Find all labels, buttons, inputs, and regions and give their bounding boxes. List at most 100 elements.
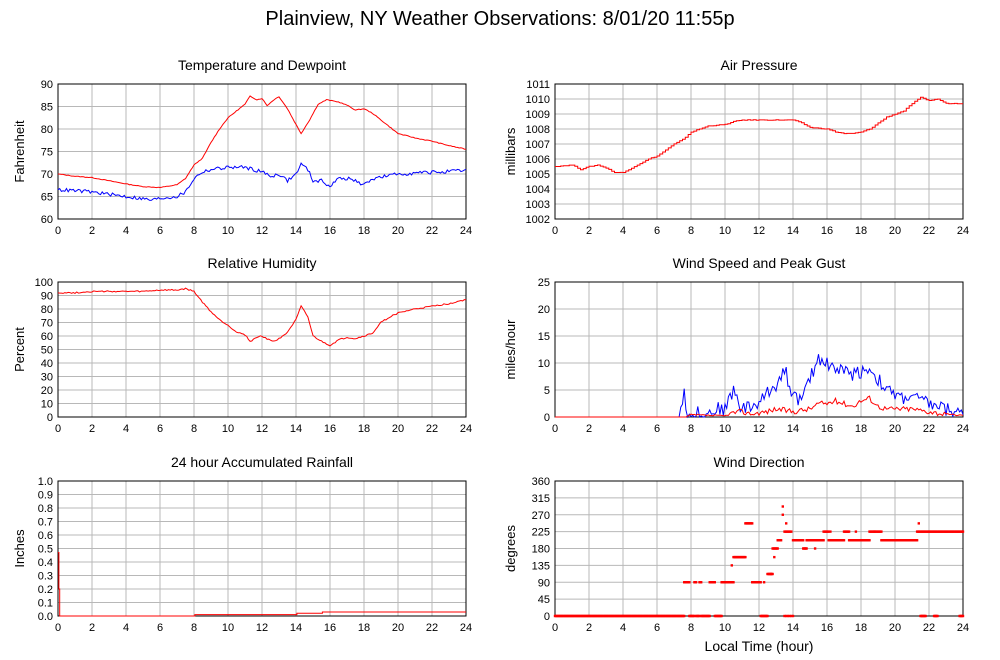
y-tick-label: 0.0 — [38, 611, 53, 623]
x-tick-label: 22 — [426, 225, 438, 237]
x-tick-label: 2 — [586, 225, 592, 237]
direction-point — [788, 614, 791, 618]
y-tick-label: 0.1 — [38, 598, 53, 610]
y-tick-label: 0 — [47, 412, 53, 424]
x-tick-label: 24 — [957, 622, 969, 634]
direction-point — [781, 513, 784, 516]
direction-point — [785, 614, 788, 618]
x-tick-label: 14 — [290, 622, 302, 634]
direction-point — [813, 547, 817, 550]
direction-point — [790, 530, 793, 533]
y-tick-label: 1011 — [526, 79, 550, 91]
x-tick-label: 4 — [620, 423, 626, 435]
temperature-title: Temperature and Dewpoint — [178, 57, 346, 73]
x-tick-label: 12 — [256, 622, 268, 634]
direction-point — [744, 555, 747, 559]
x-tick-label: 4 — [123, 423, 129, 435]
x-tick-label: 20 — [889, 622, 901, 634]
y-tick-label: 0.6 — [38, 530, 53, 542]
x-tick-label: 10 — [719, 622, 731, 634]
x-tick-label: 18 — [358, 225, 370, 237]
page-title: Plainview, NY Weather Observations: 8/01… — [265, 8, 735, 30]
direction-point — [822, 539, 825, 542]
direction-point — [783, 614, 786, 618]
x-tick-label: 16 — [821, 225, 833, 237]
x-tick-label: 22 — [426, 423, 438, 435]
direction-point — [730, 564, 733, 567]
direction-point — [873, 530, 876, 533]
x-tick-label: 22 — [923, 622, 935, 634]
x-tick-label: 8 — [191, 225, 197, 237]
x-tick-label: 6 — [654, 225, 660, 237]
direction-point — [791, 614, 795, 618]
pressure-title: Air Pressure — [720, 57, 797, 73]
temperature-series-line — [57, 95, 467, 189]
x-tick-label: 6 — [157, 622, 163, 634]
humidity-series-line — [57, 287, 467, 347]
direction-point — [751, 522, 754, 525]
x-tick-label: 22 — [426, 622, 438, 634]
x-tick-label: 8 — [688, 225, 694, 237]
wind-speed-series-line — [555, 395, 964, 418]
y-tick-label: 1.0 — [38, 476, 53, 488]
x-tick-label: 2 — [89, 423, 95, 435]
wind-direction-y-axis-label: degrees — [503, 525, 518, 572]
y-tick-label: 1003 — [526, 199, 550, 211]
x-tick-label: 12 — [753, 622, 765, 634]
y-tick-label: 0 — [544, 412, 550, 424]
y-tick-label: 65 — [41, 192, 53, 204]
plot-frame — [554, 480, 964, 617]
y-tick-label: 1006 — [526, 154, 550, 166]
x-tick-label: 2 — [89, 225, 95, 237]
rainfall-series-line — [58, 552, 466, 617]
direction-point — [936, 614, 939, 618]
direction-point — [868, 539, 871, 542]
y-tick-label: 1009 — [526, 109, 550, 121]
y-tick-label: 0.7 — [38, 517, 53, 529]
x-tick-label: 18 — [855, 225, 867, 237]
y-tick-label: 60 — [41, 214, 53, 226]
y-tick-label: 1007 — [526, 139, 550, 151]
x-tick-label: 10 — [222, 622, 234, 634]
y-tick-label: 0.3 — [38, 571, 53, 583]
x-tick-label: 18 — [358, 423, 370, 435]
x-tick-label: 16 — [821, 423, 833, 435]
x-tick-label: 20 — [889, 423, 901, 435]
x-tick-label: 2 — [586, 622, 592, 634]
x-tick-label: 0 — [55, 622, 61, 634]
direction-point — [698, 614, 701, 618]
y-tick-label: 0.9 — [38, 490, 53, 502]
direction-point — [829, 530, 832, 533]
x-tick-label: 14 — [290, 423, 302, 435]
plot-frame — [554, 281, 964, 418]
y-tick-label: 225 — [532, 527, 550, 539]
direction-point — [693, 614, 696, 618]
y-tick-label: 1005 — [526, 169, 550, 181]
x-tick-label: 10 — [719, 225, 731, 237]
plot-frame — [554, 83, 964, 220]
plot-frame — [57, 83, 467, 220]
direction-point — [708, 614, 711, 618]
direction-point — [766, 614, 769, 618]
temperature-series-line — [57, 162, 467, 201]
direction-point — [805, 547, 808, 550]
direction-point — [720, 614, 723, 618]
x-tick-label: 24 — [460, 225, 472, 237]
x-tick-label: 8 — [688, 622, 694, 634]
y-tick-label: 85 — [41, 102, 53, 114]
humidity-y-axis-label: Percent — [12, 327, 27, 372]
y-tick-label: 45 — [538, 594, 550, 606]
wind-direction-title: Wind Direction — [713, 454, 804, 470]
direction-point — [773, 555, 776, 559]
y-tick-label: 0.2 — [38, 584, 53, 596]
direction-point — [779, 539, 783, 542]
x-tick-label: 18 — [855, 423, 867, 435]
direction-point — [802, 539, 805, 542]
x-tick-label: 2 — [586, 423, 592, 435]
x-tick-label: 6 — [654, 423, 660, 435]
x-tick-label: 10 — [719, 423, 731, 435]
x-tick-label: 18 — [358, 622, 370, 634]
x-tick-label: 4 — [620, 225, 626, 237]
